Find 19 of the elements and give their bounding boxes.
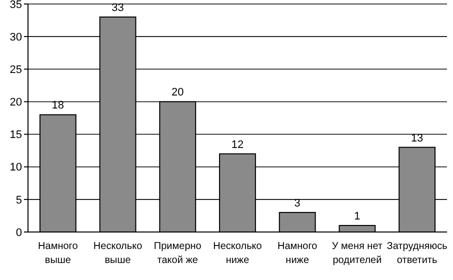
x-tick-label: Намного выше — [38, 241, 78, 266]
data-label: 1 — [354, 210, 360, 222]
y-tick-label: 35 — [10, 0, 22, 11]
y-tick-label: 15 — [10, 129, 22, 142]
x-tick-label: У меня нет родителей — [332, 241, 383, 266]
data-label: 33 — [112, 2, 124, 14]
y-tick-label: 20 — [10, 96, 22, 109]
y-tick-label: 10 — [10, 162, 22, 174]
x-tick-label: Примерно такой же — [154, 241, 202, 266]
x-tick-label: Затрудняюсь ответить — [386, 241, 448, 266]
y-tick-label: 0 — [16, 226, 22, 239]
x-tick-label: Несколько выше — [93, 241, 143, 266]
data-label: 12 — [231, 138, 244, 151]
y-tick-label: 5 — [16, 194, 22, 206]
y-tick-label: 30 — [10, 31, 22, 44]
x-tick-label: Намного ниже — [277, 241, 318, 266]
data-label: 20 — [172, 86, 184, 99]
x-tick-label: Несколько ниже — [213, 241, 262, 266]
y-tick-label: 25 — [10, 64, 22, 76]
